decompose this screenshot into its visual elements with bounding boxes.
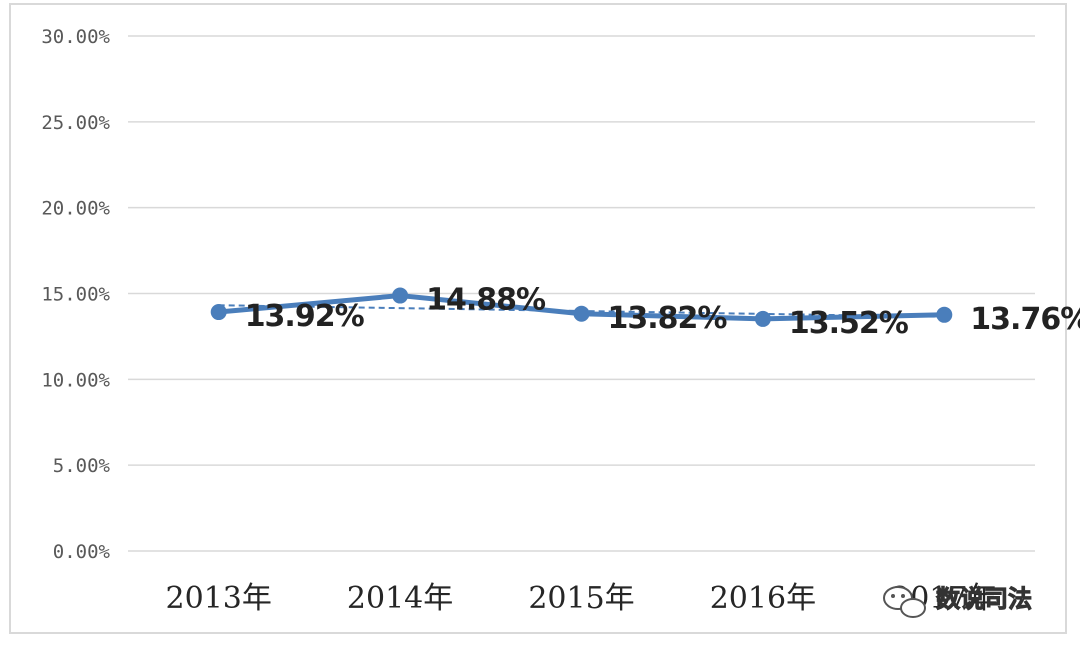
data-label: 13.76% <box>970 302 1080 337</box>
x-axis-ticks: 2013年 2014年 2015年 2016年 2017年 <box>166 581 998 616</box>
watermark: 数说司法 <box>883 585 1033 618</box>
y-tick-label: 30.00% <box>41 26 110 48</box>
y-tick-label: 15.00% <box>41 284 110 306</box>
data-labels: 13.92% 14.88% 13.82% 13.52% 13.76% <box>245 283 1080 341</box>
gridlines <box>128 35 1035 552</box>
x-tick-label: 2016年 <box>710 581 816 616</box>
wechat-icon <box>883 586 926 618</box>
x-tick-label: 2015年 <box>528 581 634 616</box>
data-point <box>573 305 590 322</box>
y-tick-label: 25.00% <box>41 112 110 134</box>
data-label: 13.52% <box>789 306 909 341</box>
data-point <box>392 287 409 304</box>
data-label: 13.92% <box>245 299 365 334</box>
x-tick-label: 2014年 <box>347 581 453 616</box>
watermark-text: 数说司法 <box>936 585 1032 613</box>
y-axis-ticks: 30.00% 25.00% 20.00% 15.00% 10.00% 5.00% 0.00% <box>41 26 110 563</box>
data-point <box>210 304 227 321</box>
y-tick-label: 20.00% <box>41 198 110 220</box>
data-label: 13.82% <box>608 301 728 336</box>
x-tick-label: 2013年 <box>166 581 272 616</box>
y-tick-label: 10.00% <box>41 369 110 391</box>
y-tick-label: 5.00% <box>53 455 111 477</box>
data-label: 14.88% <box>426 283 546 318</box>
data-point <box>754 310 771 327</box>
data-points <box>210 287 953 327</box>
data-point <box>936 306 953 323</box>
y-tick-label: 0.00% <box>53 541 111 563</box>
